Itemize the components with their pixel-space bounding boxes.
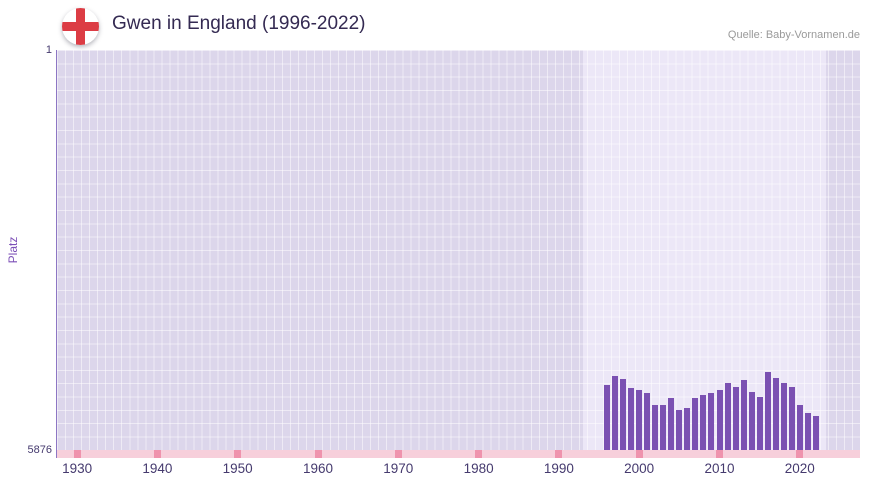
flag-cross-horizontal xyxy=(62,22,99,31)
bar-2012 xyxy=(732,387,739,450)
bar-2011 xyxy=(724,382,731,450)
bar-2001 xyxy=(644,393,651,450)
x-axis-tick-labels: 1930 1940 1950 1960 1970 1980 1990 2000 2010 2020 xyxy=(57,461,860,481)
decade-mark-1980 xyxy=(475,450,483,458)
bar-1996 xyxy=(604,384,611,450)
bar-2014 xyxy=(748,392,755,450)
x-tick-label-2000: 2000 xyxy=(624,461,655,476)
grid-pattern xyxy=(57,50,860,458)
decade-mark-1960 xyxy=(314,450,322,458)
y-axis-line xyxy=(56,50,57,458)
bar-1999 xyxy=(628,387,635,450)
england-flag-icon xyxy=(62,8,99,45)
decade-mark-1970 xyxy=(394,450,402,458)
bar-2007 xyxy=(692,398,699,450)
bar-2013 xyxy=(740,380,747,450)
y-tick-max: 1 xyxy=(45,44,52,56)
decade-mark-1940 xyxy=(153,450,161,458)
x-tick-label-1940: 1940 xyxy=(142,461,173,476)
bar-2000 xyxy=(636,390,643,450)
bar-1997 xyxy=(612,376,619,450)
x-axis-strip xyxy=(57,450,860,458)
bar-1998 xyxy=(620,378,627,450)
plot-area xyxy=(57,50,860,458)
bar-2016 xyxy=(764,372,771,450)
bar-2008 xyxy=(700,395,707,450)
bar-2017 xyxy=(772,378,779,450)
x-tick-label-2020: 2020 xyxy=(784,461,815,476)
bar-2021 xyxy=(804,413,811,450)
x-tick-label-1930: 1930 xyxy=(62,461,93,476)
decade-mark-1930 xyxy=(73,450,81,458)
bar-2005 xyxy=(676,410,683,450)
source-attribution: Quelle: Baby-Vornamen.de xyxy=(727,29,860,41)
y-tick-min: 5876 xyxy=(27,444,52,456)
x-tick-label-1980: 1980 xyxy=(463,461,494,476)
bar-2018 xyxy=(780,382,787,450)
bar-2019 xyxy=(788,387,795,450)
bar-2022 xyxy=(812,416,819,450)
bar-2003 xyxy=(660,405,667,450)
x-tick-label-1990: 1990 xyxy=(543,461,574,476)
decade-mark-2000 xyxy=(635,450,643,458)
x-tick-label-1960: 1960 xyxy=(302,461,334,476)
decade-mark-2010 xyxy=(716,450,723,458)
x-tick-label-2010: 2010 xyxy=(704,461,735,476)
x-tick-label-1950: 1950 xyxy=(222,461,253,476)
bar-2006 xyxy=(684,408,691,450)
chart-title: Gwen in England (1996-2022) xyxy=(112,13,366,34)
bar-2009 xyxy=(708,393,715,450)
bar-2002 xyxy=(652,404,659,450)
decade-mark-2020 xyxy=(796,450,804,458)
decade-mark-1990 xyxy=(555,450,563,458)
decade-mark-1950 xyxy=(234,450,242,458)
y-axis-label: Platz xyxy=(6,236,20,264)
bar-2004 xyxy=(668,397,675,450)
bar-2020 xyxy=(796,405,803,450)
bar-2015 xyxy=(756,397,763,450)
x-tick-label-1970: 1970 xyxy=(383,461,414,476)
bar-2010 xyxy=(716,390,723,450)
